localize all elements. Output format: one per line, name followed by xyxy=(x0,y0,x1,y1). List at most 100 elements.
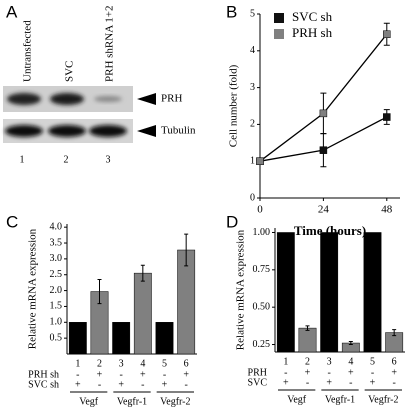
error-bar xyxy=(140,264,145,282)
bar xyxy=(276,232,295,353)
legend-label: PRH sh xyxy=(292,25,333,40)
point xyxy=(383,30,391,38)
blot-image xyxy=(3,86,156,143)
condition-sign: - xyxy=(327,367,330,378)
condition-sign: - xyxy=(163,369,166,380)
x-tick-label: 2 xyxy=(97,358,102,369)
panel-letter: A xyxy=(6,2,18,21)
x-tick-label: 5 xyxy=(370,356,375,367)
y-axis-label: Relative mRNA expression xyxy=(27,228,39,349)
lane-number: 3 xyxy=(106,154,111,165)
x-tick-label: 3 xyxy=(327,356,332,367)
group-label: Vegfr-2 xyxy=(368,394,398,405)
bar xyxy=(320,232,339,353)
y-tick-label: 3 xyxy=(250,82,255,93)
y-tick-label: 0 xyxy=(250,192,255,203)
x-tick-label: 6 xyxy=(184,358,189,369)
lane-number: 2 xyxy=(64,154,69,165)
lane-number: 1 xyxy=(20,154,25,165)
bar xyxy=(112,322,131,355)
panel-letter: B xyxy=(226,2,237,21)
y-tick-label: 4.0 xyxy=(50,221,63,232)
condition-sign: - xyxy=(349,377,352,388)
band-label: PRH xyxy=(161,93,182,105)
condition-sign: + xyxy=(75,379,81,390)
y-tick-label: 0.25 xyxy=(253,339,271,350)
condition-label: PRH xyxy=(248,367,267,378)
x-tick-label: 1 xyxy=(283,356,288,367)
bar xyxy=(363,232,382,353)
condition-sign: - xyxy=(76,369,79,380)
y-tick-label: 3.0 xyxy=(50,253,63,264)
condition-sign: - xyxy=(184,379,187,390)
condition-sign: + xyxy=(305,367,311,378)
x-tick-label: 48 xyxy=(381,204,393,216)
bar xyxy=(133,272,152,355)
condition-sign: - xyxy=(284,367,287,378)
condition-sign: + xyxy=(348,367,354,378)
x-tick-label: 0 xyxy=(257,204,263,216)
y-tick-label: 1.5 xyxy=(50,301,63,312)
x-tick-label: 24 xyxy=(318,204,330,216)
condition-sign: + xyxy=(140,369,146,380)
band-label: Tubulin xyxy=(161,125,196,137)
y-tick-label: 2 xyxy=(250,119,255,130)
condition-sign: - xyxy=(141,379,144,390)
x-axis-label: Time (hours) xyxy=(294,223,366,238)
group-label: Vegfr-2 xyxy=(160,396,190,407)
x-tick-label: 5 xyxy=(162,358,167,369)
bar xyxy=(155,322,174,355)
error-bar xyxy=(392,329,397,337)
group-label: Vegf xyxy=(287,394,307,405)
error-bar xyxy=(184,233,189,267)
legend-label: SVC sh xyxy=(292,9,333,24)
error-bar xyxy=(97,278,102,305)
x-tick-label: 2 xyxy=(305,356,310,367)
y-tick-label: 4 xyxy=(250,45,255,56)
condition-sign: + xyxy=(97,369,103,380)
condition-sign: - xyxy=(371,367,374,378)
group-label: Vegfr-1 xyxy=(325,394,355,405)
condition-sign: + xyxy=(391,367,397,378)
condition-sign: + xyxy=(118,379,124,390)
y-tick-label: 2.5 xyxy=(50,269,63,280)
error-bar xyxy=(305,325,310,331)
lane-label: SVC xyxy=(64,61,76,82)
x-tick-label: 3 xyxy=(119,358,124,369)
condition-sign: + xyxy=(283,377,289,388)
condition-sign: + xyxy=(370,377,376,388)
bar xyxy=(68,322,87,355)
y-tick-label: 0.5 xyxy=(50,332,63,343)
condition-label: SVC sh xyxy=(28,379,59,390)
y-tick-label: 5 xyxy=(250,8,255,19)
group-label: Vegf xyxy=(79,396,99,407)
y-tick-label: 0.75 xyxy=(253,264,271,275)
y-tick-label: 3.5 xyxy=(50,237,63,248)
error-bar xyxy=(348,341,353,346)
panel-letter: D xyxy=(226,212,238,231)
y-tick-label: 1.0 xyxy=(50,317,63,328)
condition-sign: + xyxy=(326,377,332,388)
point xyxy=(256,157,264,165)
x-tick-label: 4 xyxy=(348,356,353,367)
y-tick-label: 2.0 xyxy=(50,285,63,296)
condition-sign: - xyxy=(98,379,101,390)
y-tick-label: 1 xyxy=(250,155,255,166)
condition-sign: - xyxy=(119,369,122,380)
y-tick-label: 1.00 xyxy=(253,227,271,238)
point xyxy=(383,113,391,121)
y-tick-label: 0.50 xyxy=(253,301,271,312)
condition-sign: - xyxy=(306,377,309,388)
group-label: Vegfr-1 xyxy=(117,396,147,407)
condition-sign: + xyxy=(162,379,168,390)
condition-label: SVC xyxy=(248,377,268,388)
bar xyxy=(298,327,317,353)
y-axis-label: Relative mRNA expression xyxy=(235,229,247,350)
panel-letter: C xyxy=(6,212,18,231)
condition-sign: + xyxy=(183,369,189,380)
legend-marker xyxy=(274,29,284,39)
point xyxy=(319,146,328,154)
x-tick-label: 1 xyxy=(75,358,80,369)
y-axis-label: Cell number (fold) xyxy=(228,64,240,147)
